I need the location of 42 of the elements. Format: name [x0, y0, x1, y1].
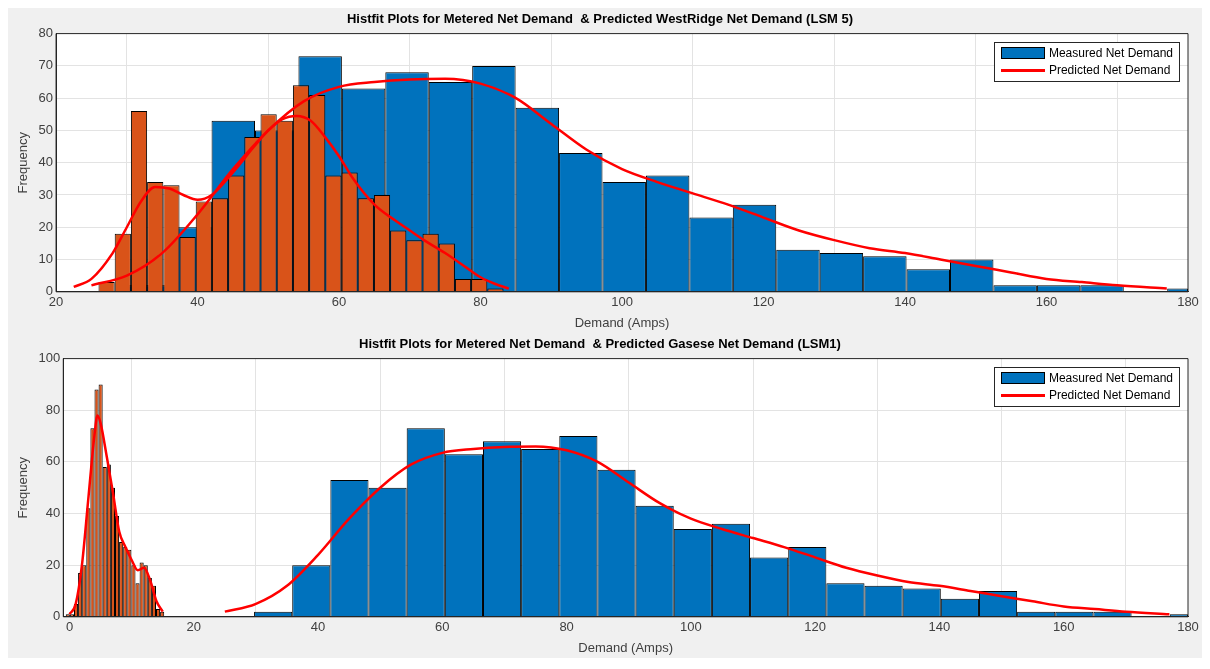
x-axis-title: Demand (Amps): [574, 314, 670, 330]
x-tick-label: 40: [310, 619, 326, 635]
x-tick-label: 180: [1177, 294, 1199, 310]
legend-label: Measured Net Demand: [1048, 369, 1173, 387]
y-tick-label: 40: [45, 505, 61, 521]
y-tick-label: 30: [38, 186, 54, 202]
x-tick-label: 160: [1035, 294, 1058, 310]
y-tick-label: 20: [38, 218, 54, 234]
x-tick-label: 0: [65, 619, 74, 635]
legend-label: Predicted Net Demand: [1048, 61, 1171, 79]
legend-label: Predicted Net Demand: [1048, 386, 1171, 404]
x-tick-label: 100: [611, 294, 633, 310]
chart-title: Histfit Plots for Metered Net Demand & Predicted Gasese Net Demand (LSM1): [359, 336, 841, 352]
x-tick-label: 120: [804, 619, 827, 635]
x-tick-label: 160: [1052, 619, 1075, 635]
y-tick-label: 40: [38, 154, 54, 170]
x-axis-title: Demand (Amps): [578, 639, 673, 655]
x-tick-label: 140: [894, 294, 916, 310]
y-tick-label: 100: [38, 350, 61, 366]
y-axis-title: Frequency: [15, 456, 31, 519]
y-tick-label: 80: [45, 401, 61, 417]
x-tick-label: 60: [435, 619, 450, 635]
y-tick-label: 0: [53, 608, 61, 624]
y-axis-title: Frequency: [15, 131, 31, 194]
y-tick-label: 20: [45, 556, 61, 572]
legend-label: Measured Net Demand: [1048, 44, 1173, 62]
x-tick-label: 60: [331, 294, 347, 310]
y-tick-label: 60: [45, 453, 61, 469]
x-tick-label: 40: [190, 294, 205, 310]
x-tick-label: 180: [1177, 619, 1199, 635]
y-tick-label: 70: [38, 57, 54, 73]
x-tick-label: 100: [680, 619, 702, 635]
x-tick-label: 20: [186, 619, 202, 635]
x-tick-label: 80: [559, 619, 574, 635]
y-tick-label: 50: [38, 122, 54, 137]
x-tick-label: 120: [752, 294, 775, 310]
x-tick-label: 140: [928, 619, 951, 635]
x-tick-label: 80: [473, 294, 488, 310]
y-tick-label: 60: [38, 89, 54, 105]
y-tick-label: 80: [38, 25, 54, 41]
chart-title: Histfit Plots for Metered Net Demand & Predicted WestRidge Net Demand (LSM 5): [346, 11, 854, 27]
y-tick-label: 10: [38, 251, 54, 267]
